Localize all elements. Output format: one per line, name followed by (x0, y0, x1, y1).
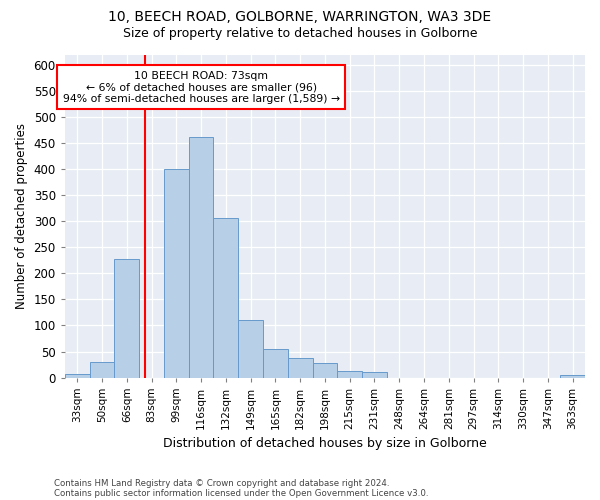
Bar (89, 362, 115, 378)
Bar (238, 320, 263, 378)
Bar (214, 218, 238, 378)
Bar (115, 259, 139, 378)
Text: Size of property relative to detached houses in Golborne: Size of property relative to detached ho… (123, 28, 477, 40)
Text: Contains public sector information licensed under the Open Government Licence v3: Contains public sector information licen… (54, 488, 428, 498)
X-axis label: Distribution of detached houses by size in Golborne: Distribution of detached houses by size … (163, 437, 487, 450)
Bar (188, 136, 214, 378)
Text: 10, BEECH ROAD, GOLBORNE, WARRINGTON, WA3 3DE: 10, BEECH ROAD, GOLBORNE, WARRINGTON, WA… (109, 10, 491, 24)
Bar (164, 169, 188, 378)
Bar (313, 363, 337, 378)
Y-axis label: Number of detached properties: Number of detached properties (15, 124, 28, 310)
Bar (65, 374, 89, 378)
Bar (288, 358, 313, 378)
Bar (263, 349, 288, 378)
Text: 10 BEECH ROAD: 73sqm
← 6% of detached houses are smaller (96)
94% of semi-detach: 10 BEECH ROAD: 73sqm ← 6% of detached ho… (62, 70, 340, 104)
Bar (337, 372, 362, 378)
Text: Contains HM Land Registry data © Crown copyright and database right 2024.: Contains HM Land Registry data © Crown c… (54, 478, 389, 488)
Bar (560, 375, 585, 378)
Bar (362, 372, 387, 378)
